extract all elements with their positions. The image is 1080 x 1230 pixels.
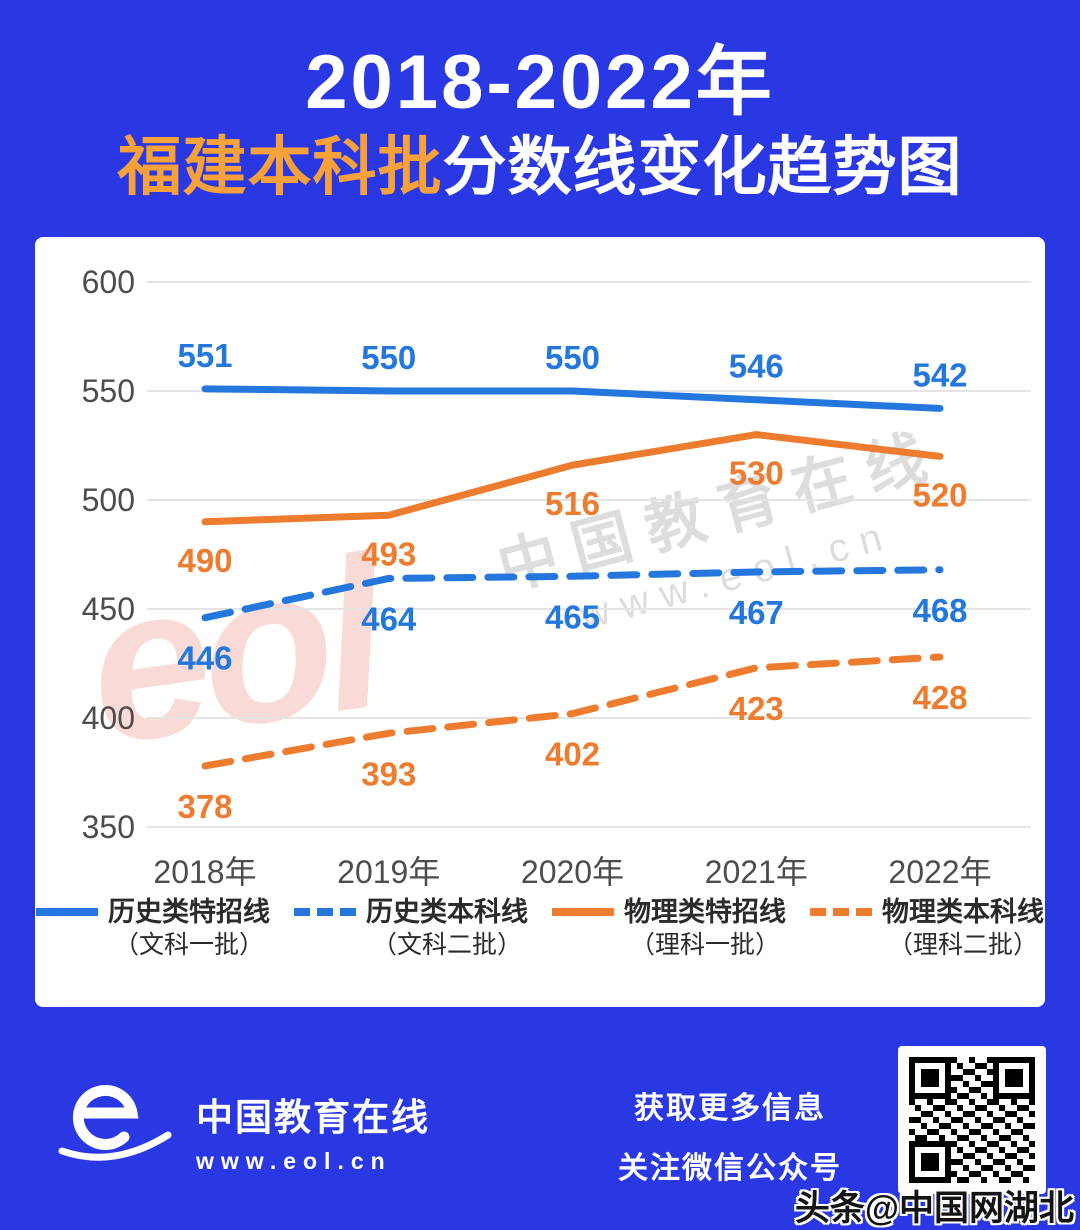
svg-text:450: 450 [82,591,135,627]
legend-label: 历史类特招线 [108,897,270,927]
legend-line-sample-blue-dashed [294,908,356,916]
page-title-main: 福建本科批分数线变化趋势图 [0,116,1080,208]
chart-legend: 历史类特招线 （文科一批） 历史类本科线 （文科二批） 物理类特招线 （理科一批） 物… [35,895,1045,961]
trend-line-chart: 350 400 450 500 550 600 2018年 2019年 2020年 2021年 20… [82,264,1031,890]
legend-label: 物理类本科线 [882,897,1044,927]
svg-text:467: 467 [729,594,784,631]
eol-logo-icon [52,1075,178,1172]
brand-name: 中国教育在线 [196,1097,430,1138]
svg-text:520: 520 [912,476,967,513]
svg-text:2020年: 2020年 [521,854,624,890]
svg-text:2022年: 2022年 [888,854,991,890]
chart-card: eol 中国教育在线 www.eol.cn 350 400 450 500 550 600… [35,237,1045,1007]
legend-sublabel: （理科二批） [887,931,1038,959]
legend-line-sample-blue-solid [36,908,98,916]
svg-text:2018年: 2018年 [153,854,256,890]
svg-text:464: 464 [361,600,417,637]
svg-text:428: 428 [912,679,967,716]
svg-text:550: 550 [82,373,135,409]
svg-text:600: 600 [82,264,135,300]
svg-text:530: 530 [729,455,784,492]
page-title-rest: 分数线变化趋势图 [442,131,963,203]
svg-text:393: 393 [361,755,416,792]
svg-text:465: 465 [545,598,600,635]
svg-text:2019年: 2019年 [337,854,440,890]
legend-line-sample-orange-solid [552,908,614,916]
svg-text:550: 550 [361,339,416,376]
qr-code [898,1046,1046,1194]
svg-text:468: 468 [912,592,967,629]
legend-item: 历史类本科线 （文科二批） [294,895,528,961]
legend-item: 物理类本科线 （理科二批） [810,895,1044,961]
brand-block: 中国教育在线 www.eol.cn [196,1087,430,1175]
brand-url: www.eol.cn [196,1148,392,1174]
svg-text:402: 402 [545,736,600,773]
svg-text:378: 378 [177,788,232,825]
svg-text:423: 423 [729,690,784,727]
svg-text:550: 550 [545,339,600,376]
cta-line1: 获取更多信息 [634,1092,826,1125]
svg-text:400: 400 [82,700,135,736]
legend-sublabel: （文科一批） [113,931,264,959]
legend-item: 物理类特招线 （理科一批） [552,895,786,961]
page-title-highlight: 福建本科批 [117,131,443,203]
svg-text:500: 500 [82,482,135,518]
svg-text:551: 551 [177,337,232,374]
cta-line2: 关注微信公众号 [618,1152,842,1185]
legend-sublabel: （文科二批） [371,931,522,959]
svg-text:546: 546 [729,348,784,385]
legend-label: 历史类本科线 [366,897,528,927]
page-title-years: 2018-2022年 [305,40,775,125]
svg-text:2021年: 2021年 [705,854,808,890]
svg-text:516: 516 [545,485,600,522]
svg-text:350: 350 [82,809,135,845]
legend-item: 历史类特招线 （文科一批） [36,895,270,961]
svg-text:490: 490 [177,542,232,579]
svg-text:542: 542 [912,356,967,393]
legend-label: 物理类特招线 [624,897,786,927]
cta-block: 获取更多信息 关注微信公众号 [605,1083,855,1187]
svg-text:446: 446 [177,640,232,677]
svg-text:493: 493 [361,535,416,572]
legend-sublabel: （理科一批） [629,931,780,959]
credit-badge: 头条@中国网湖北 [794,1189,1074,1228]
legend-line-sample-orange-dashed [810,908,872,916]
